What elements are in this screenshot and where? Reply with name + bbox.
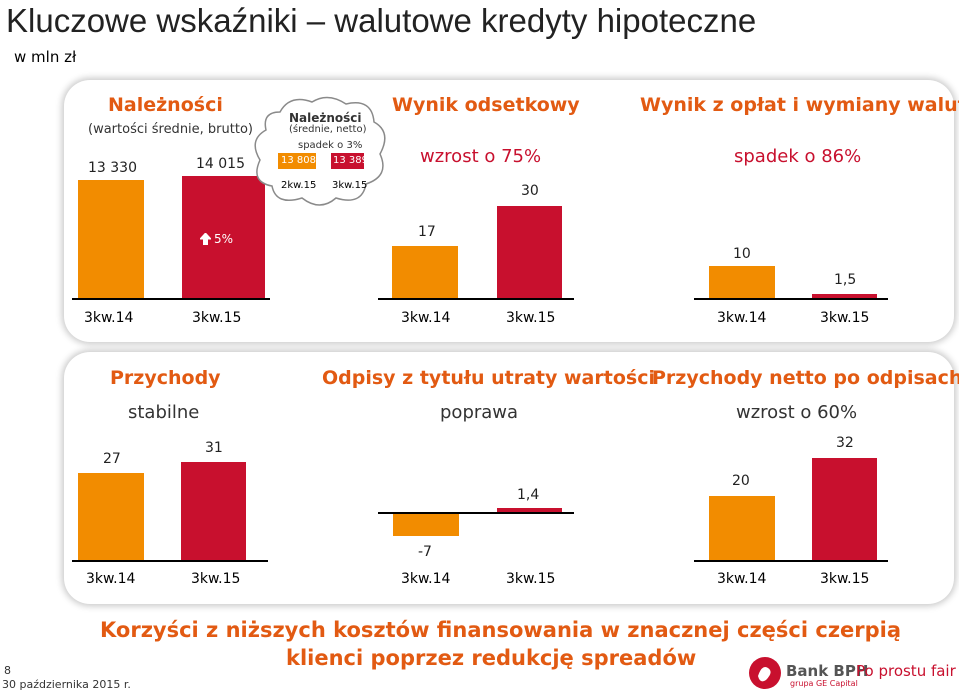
chart3-label-1: 1,5 <box>834 272 857 288</box>
inset-bar-1 <box>331 153 364 169</box>
chart3-axis <box>694 298 888 300</box>
chart3-label-0: 10 <box>733 246 751 262</box>
chart1-title: Należności <box>108 94 223 116</box>
chart3-tick-1: 3kw.15 <box>820 310 870 326</box>
chart4-label-0: 27 <box>103 451 121 467</box>
chart6-note: wzrost o 60% <box>736 402 858 423</box>
inset-note: spadek o 3% <box>298 140 363 151</box>
footer-line-1: Korzyści z niższych kosztów finansowania… <box>100 618 902 642</box>
chart1-label-1: 14 015 <box>196 156 245 172</box>
chart6-label-1: 32 <box>836 435 854 451</box>
chart3-tick-0: 3kw.14 <box>717 310 767 326</box>
inset-label-1: 13 389 <box>333 155 368 166</box>
chart6-bar-0 <box>709 496 775 560</box>
chart5-note: poprawa <box>440 402 519 423</box>
chart1-bar-1 <box>182 176 265 298</box>
chart2-label-1: 30 <box>521 183 539 199</box>
chart5-label-1: 1,4 <box>517 487 540 503</box>
chart1-axis <box>72 298 270 300</box>
unit-label: w mln zł <box>14 48 77 66</box>
chart4-tick-0: 3kw.14 <box>86 571 136 587</box>
chart2-bar-0 <box>392 246 458 298</box>
chart4-bar-0 <box>78 473 144 560</box>
inset-tick-1: 3kw.15 <box>332 180 368 191</box>
chart6-tick-0: 3kw.14 <box>717 571 767 587</box>
chart5-bar-0 <box>393 512 459 536</box>
inset-label-0: 13 808 <box>281 155 316 166</box>
inset-tick-0: 2kw.15 <box>281 180 317 191</box>
chart2-label-0: 17 <box>418 224 436 240</box>
chart6-bar-1 <box>812 458 877 560</box>
footer-line-2: klienci poprzez redukcję spreadów <box>286 646 697 670</box>
arrow-up-icon <box>200 233 211 245</box>
chart3-title: Wynik z opłat i wymiany walut <box>640 94 959 116</box>
chart3-note: spadek o 86% <box>734 146 862 167</box>
inset-bar-0 <box>278 153 316 169</box>
chart4-label-1: 31 <box>205 440 223 456</box>
bph-logo-icon <box>749 657 781 689</box>
chart5-label-0: -7 <box>418 544 432 560</box>
chart5-tick-0: 3kw.14 <box>401 571 451 587</box>
chart4-bar-1 <box>181 462 246 560</box>
chart1-bar-0 <box>78 180 144 298</box>
chart6-label-0: 20 <box>732 473 750 489</box>
page-title: Kluczowe wskaźniki – walutowe kredyty hi… <box>6 2 757 39</box>
chart1-label-0: 13 330 <box>88 160 137 176</box>
chart5-title: Odpisy z tytułu utraty wartości <box>322 367 655 389</box>
chart2-note: wzrost o 75% <box>420 146 542 167</box>
chart2-bar-1 <box>497 206 562 298</box>
chart6-axis <box>694 560 888 562</box>
inset-cloud <box>254 96 386 206</box>
page-number: 8 <box>4 664 11 677</box>
chart3-bar-1 <box>812 294 877 298</box>
chart2-axis <box>378 298 574 300</box>
brand-sub: grupa GE Capital <box>790 679 858 688</box>
chart4-note: stabilne <box>128 402 200 423</box>
chart6-title: Przychody netto po odpisach <box>652 367 959 389</box>
inset-title: Należności <box>289 111 362 125</box>
brand-name: Bank BPH <box>786 662 869 680</box>
chart1-tick-0: 3kw.14 <box>84 310 134 326</box>
date-label: 30 października 2015 r. <box>2 678 131 691</box>
chart3-bar-0 <box>709 266 775 298</box>
slogan: Po prostu fair <box>856 662 956 680</box>
chart6-tick-1: 3kw.15 <box>820 571 870 587</box>
chart2-tick-0: 3kw.14 <box>401 310 451 326</box>
chart4-title: Przychody <box>110 367 221 389</box>
chart1-tick-1: 3kw.15 <box>192 310 242 326</box>
chart5-bar-1 <box>497 508 562 512</box>
chart5-axis <box>378 512 574 514</box>
chart4-axis <box>72 560 268 562</box>
inset-subtitle: (średnie, netto) <box>289 124 367 135</box>
chart2-title: Wynik odsetkowy <box>392 94 580 116</box>
chart5-tick-1: 3kw.15 <box>506 571 556 587</box>
chart1-subtitle: (wartości średnie, brutto) <box>88 122 253 137</box>
chart1-annotation: 5% <box>200 232 233 246</box>
chart4-tick-1: 3kw.15 <box>191 571 241 587</box>
chart2-tick-1: 3kw.15 <box>506 310 556 326</box>
